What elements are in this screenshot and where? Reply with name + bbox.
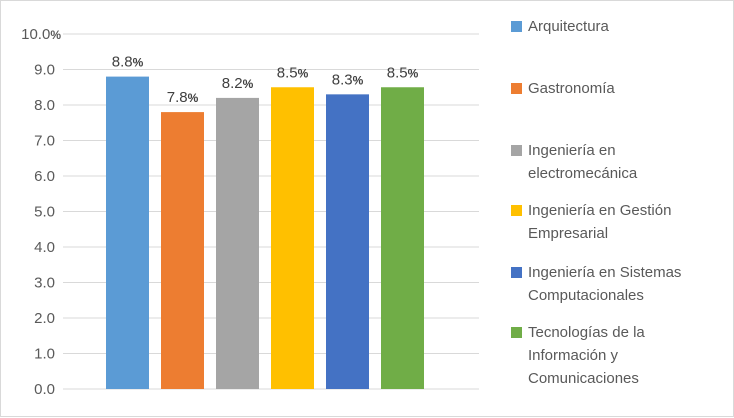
bar <box>381 87 424 389</box>
legend-label: Tecnologías de la Información y Comunica… <box>528 324 645 387</box>
y-tick-label: 0.0 <box>34 381 55 398</box>
legend-item: Ingeniería en Gestión Empresarial <box>511 199 731 245</box>
bar <box>106 76 149 389</box>
bar <box>216 97 259 390</box>
legend-item: Arquitectura <box>511 15 731 38</box>
data-label-suffix: % <box>408 66 419 80</box>
bar <box>271 87 314 389</box>
legend-label: Gastronomía <box>528 80 615 97</box>
y-tick-label: 6.0 <box>34 168 55 185</box>
legend-swatch <box>511 205 522 216</box>
y-tick-label: 9.0 <box>34 62 55 79</box>
y-tick-suffix: % <box>50 28 61 42</box>
data-label: 7.8% <box>167 89 199 106</box>
y-tick-label: 1.0 <box>34 346 55 363</box>
legend-swatch <box>511 145 522 156</box>
legend-swatch <box>511 327 522 338</box>
data-label-suffix: % <box>298 66 309 80</box>
chart-legend: Arquitectura Gastronomía Ingeniería en ele… <box>511 1 731 416</box>
y-tick-label: 8.0 <box>34 97 55 114</box>
legend-swatch <box>511 267 522 278</box>
data-label: 8.5% <box>277 64 309 81</box>
y-tick-label: 7.0 <box>34 133 55 150</box>
data-label: 8.3% <box>332 71 364 88</box>
bar <box>326 94 369 389</box>
legend-item: Tecnologías de la Información y Comunica… <box>511 321 731 390</box>
legend-label: Ingeniería en electromecánica <box>528 142 638 182</box>
legend-label: Ingeniería en Gestión Empresarial <box>528 202 672 242</box>
legend-swatch <box>511 21 522 32</box>
data-label: 8.5% <box>387 64 419 81</box>
y-tick-label: 3.0 <box>34 275 55 292</box>
bar <box>161 112 204 389</box>
data-label: 8.8% <box>112 54 144 71</box>
legend-item: Ingeniería en Sistemas Computacionales <box>511 261 731 307</box>
data-label: 8.2% <box>222 75 254 92</box>
data-label-suffix: % <box>353 73 364 87</box>
data-label-suffix: % <box>133 56 144 70</box>
y-tick-label: 5.0 <box>34 204 55 221</box>
y-tick-label: 4.0 <box>34 239 55 256</box>
legend-label: Arquitectura <box>528 18 609 35</box>
y-tick-label: 10.0% <box>21 26 61 43</box>
legend-swatch <box>511 83 522 94</box>
legend-label: Ingeniería en Sistemas Computacionales <box>528 264 682 304</box>
y-tick-label: 2.0 <box>34 310 55 327</box>
data-label-suffix: % <box>243 77 254 91</box>
data-label-suffix: % <box>188 91 199 105</box>
legend-item: Gastronomía <box>511 77 731 100</box>
legend-item: Ingeniería en electromecánica <box>511 139 731 185</box>
